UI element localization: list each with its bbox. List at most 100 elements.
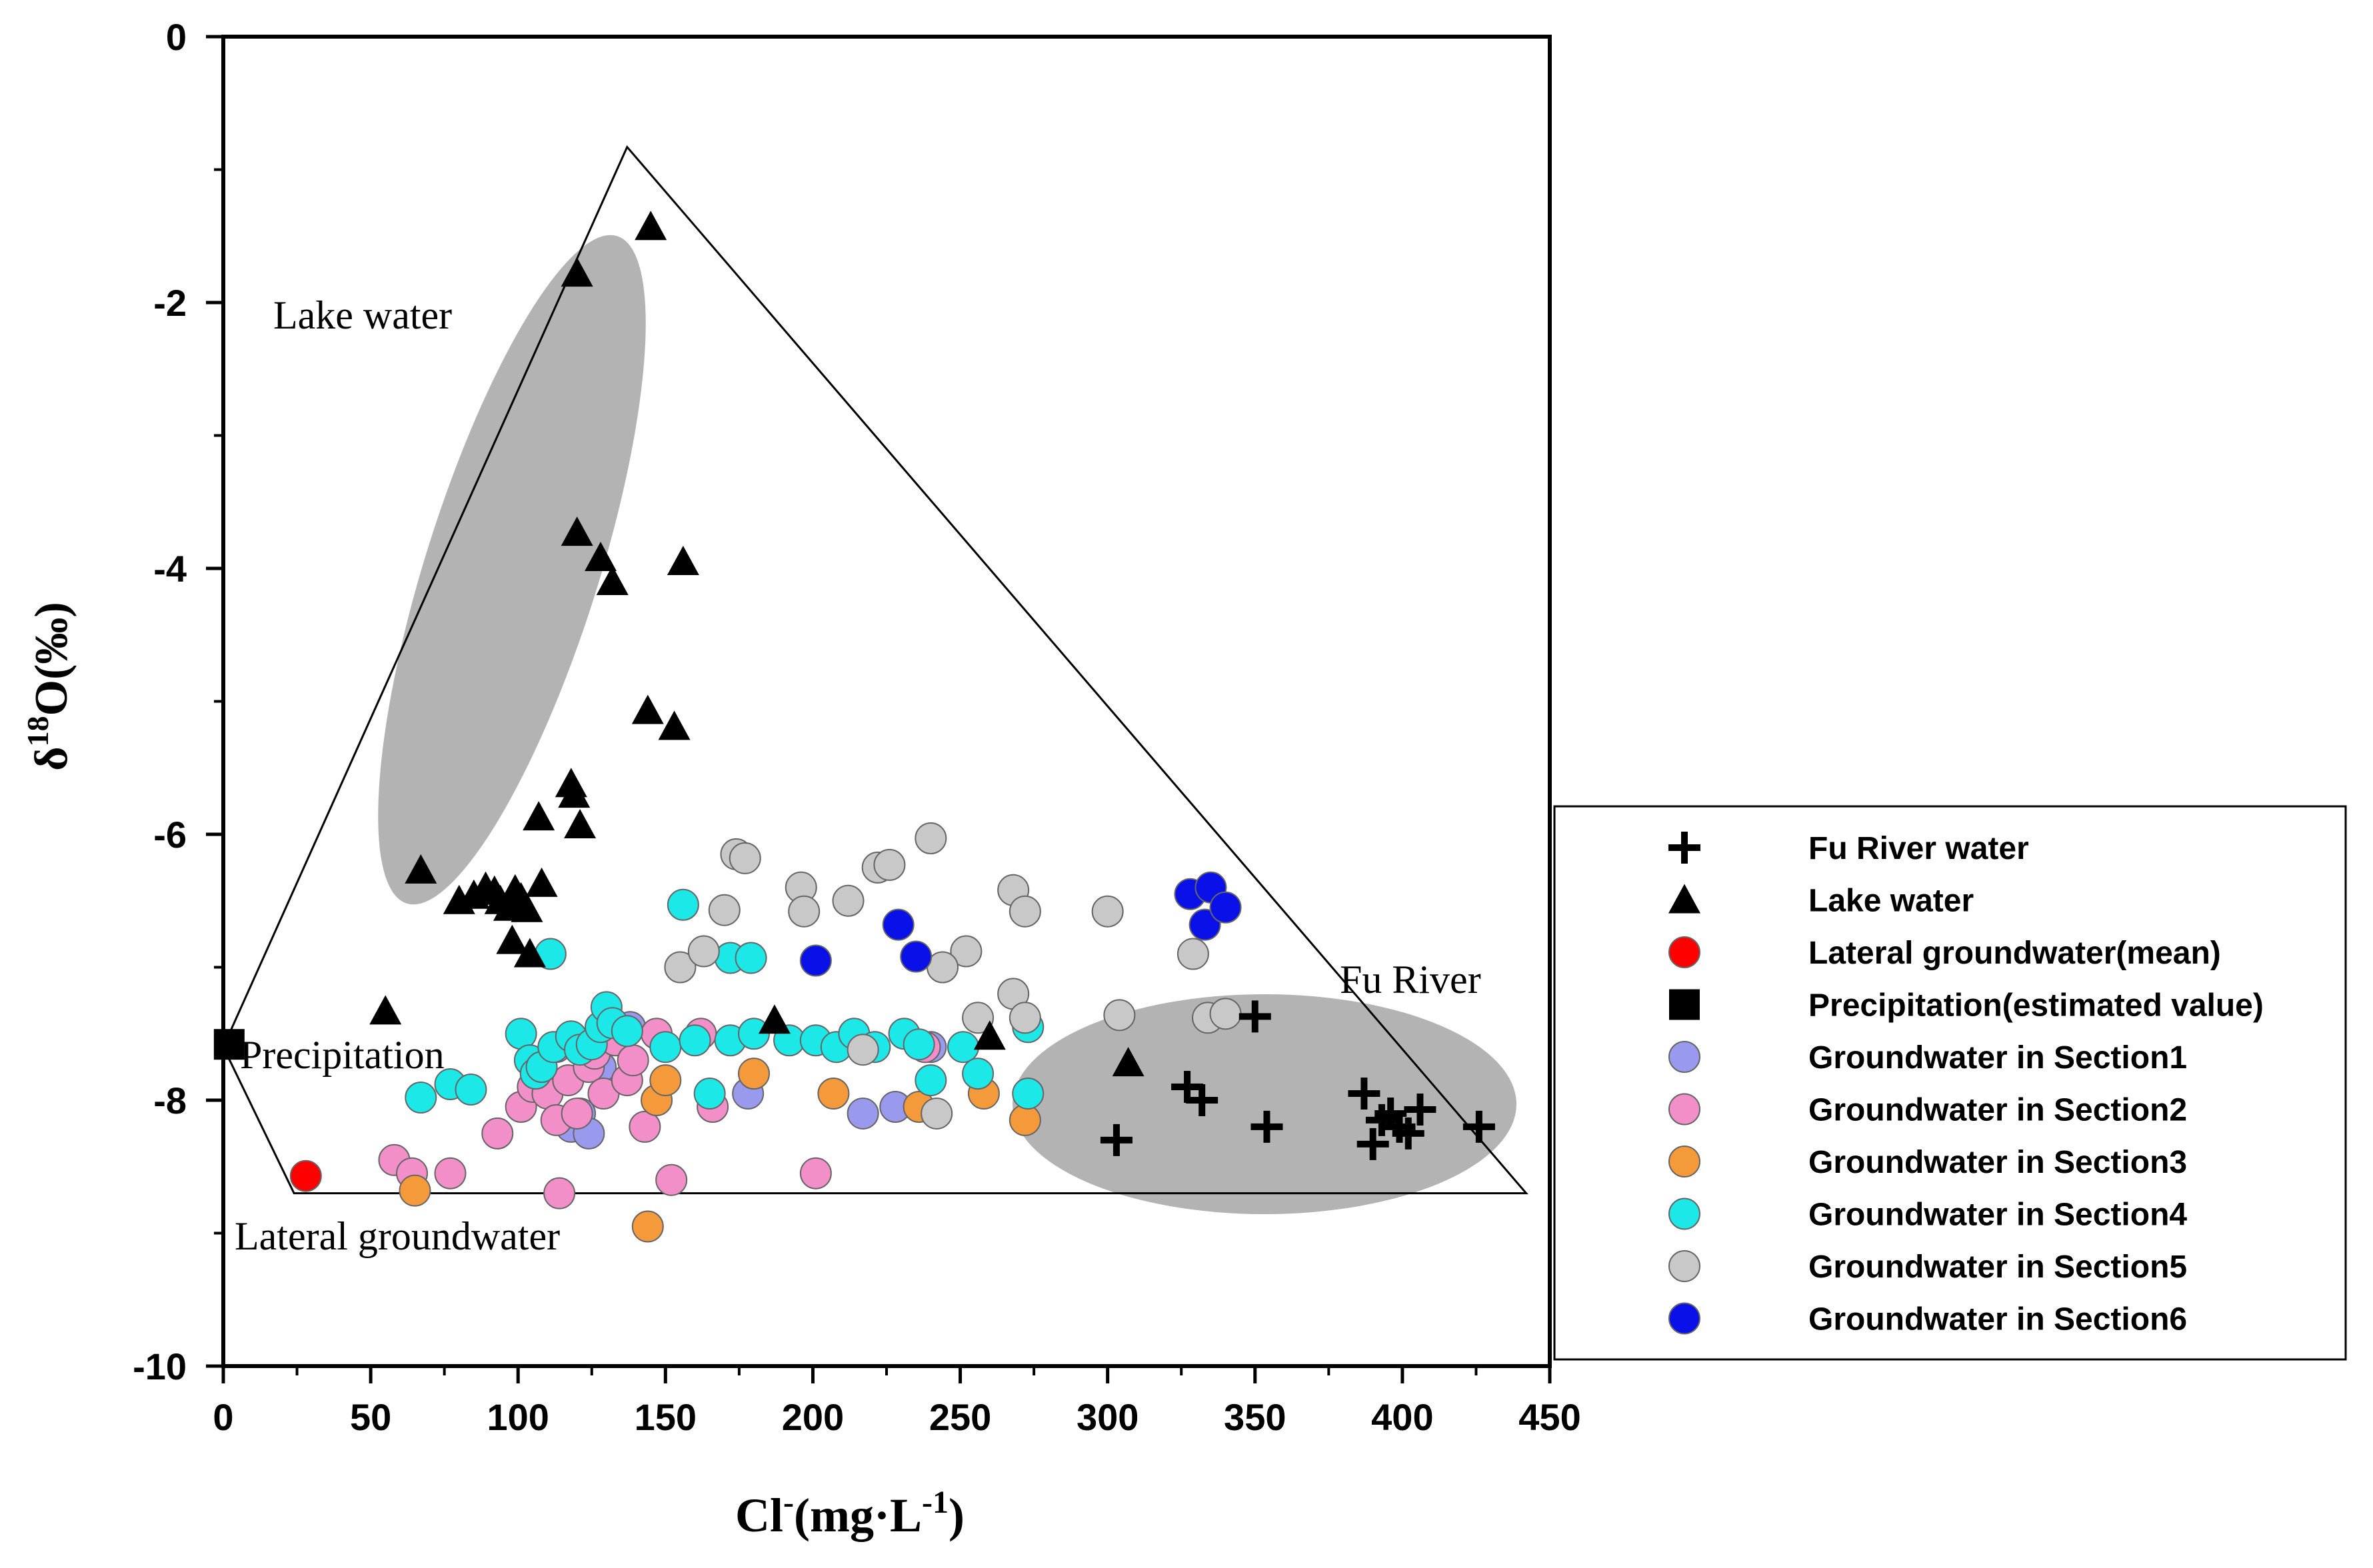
point-fu-river-water — [1462, 1110, 1495, 1143]
point-groundwater-in-section5 — [1177, 938, 1209, 970]
point-groundwater-in-section2 — [434, 1157, 467, 1189]
y-axis-title: δ18O(‰) — [21, 602, 77, 770]
point-groundwater-in-section5 — [921, 1097, 953, 1130]
point-groundwater-in-section5 — [708, 894, 741, 926]
point-lake-water — [511, 892, 543, 922]
point-lake-water — [973, 1020, 1006, 1050]
point-groundwater-in-section6 — [1188, 908, 1221, 941]
point-lake-water — [523, 801, 555, 831]
point-fu-river-water — [1392, 1117, 1424, 1150]
annotation-fu-river: Fu River — [1340, 958, 1481, 1002]
legend-marker-precipitation-estimated-value — [1669, 989, 1700, 1020]
point-lake-water — [585, 542, 617, 572]
point-groundwater-in-section6 — [882, 908, 915, 941]
legend-label-groundwater-in-section4: Groundwater in Section4 — [1808, 1197, 2187, 1233]
point-fu-river-water — [1186, 1084, 1218, 1116]
point-fu-river-water — [1356, 1128, 1389, 1160]
legend-label-lake-water: Lake water — [1808, 884, 1974, 919]
point-groundwater-in-section2 — [561, 1097, 593, 1130]
x-tick-label: 0 — [213, 1396, 233, 1438]
x-tick-label: 100 — [487, 1396, 549, 1438]
point-groundwater-in-section5 — [1091, 895, 1124, 928]
point-groundwater-in-section5 — [1209, 998, 1242, 1030]
point-fu-river-water — [1348, 1078, 1380, 1110]
legend-label-groundwater-in-section3: Groundwater in Section3 — [1808, 1145, 2187, 1180]
point-groundwater-in-section1 — [847, 1097, 879, 1130]
lake-water-region — [378, 235, 646, 905]
point-groundwater-in-section5 — [687, 935, 720, 968]
point-fu-river-water — [1404, 1093, 1436, 1126]
x-tick-label: 150 — [635, 1396, 697, 1438]
point-groundwater-in-section3 — [399, 1174, 431, 1207]
legend-marker-groundwater-in-section3 — [1668, 1146, 1700, 1177]
point-fu-river-water — [1250, 1110, 1283, 1143]
point-groundwater-in-section3 — [817, 1078, 850, 1110]
point-lake-water — [525, 867, 558, 897]
point-lake-water — [561, 257, 593, 287]
point-groundwater-in-section5 — [788, 895, 821, 928]
point-lake-water — [635, 211, 667, 241]
point-lake-water — [596, 565, 629, 595]
point-groundwater-in-section6 — [900, 940, 933, 973]
point-precipitation-estimated-value — [213, 1029, 245, 1060]
point-lake-water — [558, 778, 591, 808]
point-groundwater-in-section3 — [631, 1210, 664, 1243]
point-groundwater-in-section5 — [1009, 895, 1041, 928]
point-groundwater-in-section4 — [611, 1015, 643, 1048]
point-groundwater-in-section5 — [915, 822, 947, 854]
point-groundwater-in-section4 — [405, 1082, 437, 1114]
point-groundwater-in-section5 — [1009, 1002, 1041, 1034]
legend-marker-fu-river-water — [1668, 832, 1700, 864]
point-lake-water — [758, 1004, 791, 1034]
x-tick-label: 300 — [1077, 1396, 1139, 1438]
x-tick-label: 400 — [1371, 1396, 1433, 1438]
legend-marker-groundwater-in-section4 — [1668, 1197, 1700, 1230]
legend-label-groundwater-in-section5: Groundwater in Section5 — [1808, 1249, 2187, 1285]
legend-label-fu-river-water: Fu River water — [1808, 831, 2029, 866]
x-tick-label: 450 — [1518, 1396, 1580, 1438]
point-groundwater-in-section4 — [693, 1078, 726, 1110]
point-lake-water — [561, 516, 593, 546]
point-groundwater-in-section4 — [679, 1024, 711, 1057]
point-groundwater-in-section3 — [649, 1064, 682, 1097]
point-groundwater-in-section4 — [667, 888, 699, 921]
point-groundwater-in-section6 — [1209, 891, 1242, 924]
x-axis-title: Cl-(mg·L-1) — [735, 1485, 965, 1542]
point-groundwater-in-section5 — [1103, 999, 1136, 1032]
y-tick-label: -8 — [153, 1080, 187, 1122]
data-points — [213, 211, 1495, 1243]
point-groundwater-in-section3 — [738, 1058, 770, 1090]
axis-ticks: 0 50 100 150 200 250 300 350 400 450 0 -2 -4 -6 -8 -10 — [133, 16, 1581, 1438]
point-lake-water — [658, 710, 691, 740]
point-groundwater-in-section4 — [915, 1064, 947, 1097]
point-groundwater-in-section4 — [455, 1074, 487, 1106]
point-lake-water — [631, 694, 664, 724]
point-groundwater-in-section5 — [832, 884, 865, 917]
point-fu-river-water — [1238, 1000, 1271, 1033]
point-groundwater-in-section4 — [649, 1031, 682, 1064]
legend-label-lateral-groundwater-mean: Lateral groundwater(mean) — [1808, 936, 2221, 971]
point-lake-water — [496, 924, 529, 954]
x-tick-label: 350 — [1224, 1396, 1286, 1438]
y-tick-label: -10 — [133, 1345, 187, 1387]
point-lateral-groundwater-mean — [289, 1160, 322, 1192]
point-lake-water — [369, 995, 402, 1025]
legend-marker-groundwater-in-section1 — [1668, 1041, 1700, 1073]
y-tick-label: -4 — [153, 548, 187, 590]
x-tick-label: 200 — [782, 1396, 844, 1438]
y-tick-label: 0 — [166, 16, 187, 58]
legend-marker-lake-water — [1668, 884, 1700, 914]
point-groundwater-in-section2 — [629, 1110, 661, 1143]
y-tick-label: -6 — [153, 814, 187, 856]
point-groundwater-in-section5 — [873, 848, 906, 881]
annotation-precipitation: Precipitation — [240, 1033, 445, 1077]
point-groundwater-in-section4 — [1012, 1078, 1045, 1110]
point-lake-water — [667, 546, 699, 576]
point-groundwater-in-section5 — [847, 1034, 879, 1066]
legend-marker-groundwater-in-section2 — [1668, 1093, 1700, 1126]
point-groundwater-in-section5 — [664, 951, 697, 984]
point-groundwater-in-section2 — [481, 1117, 514, 1150]
point-groundwater-in-section2 — [543, 1177, 576, 1209]
y-tick-label: -2 — [153, 282, 187, 324]
